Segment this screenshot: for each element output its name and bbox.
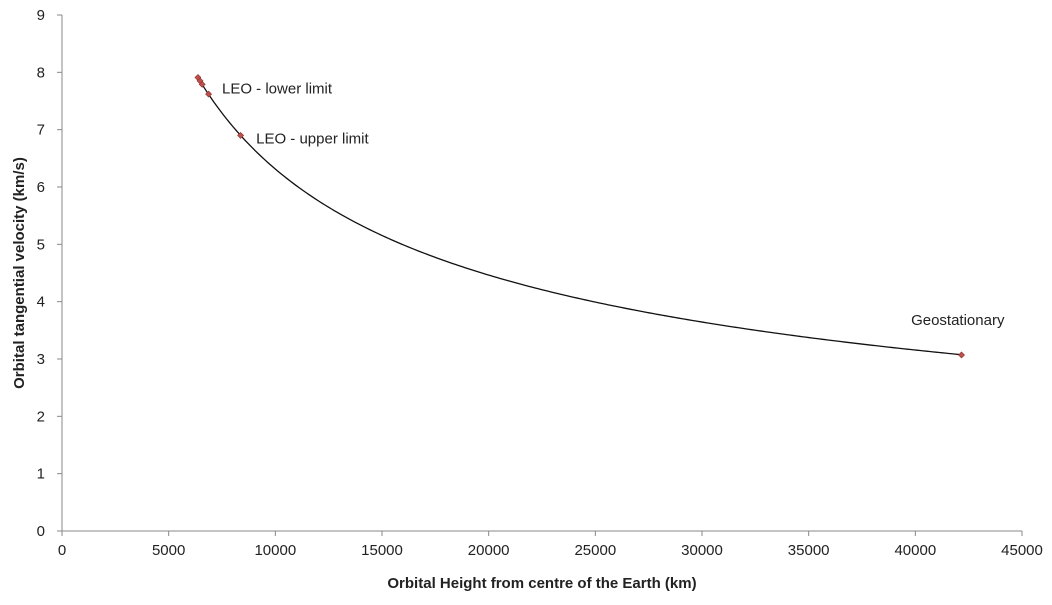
y-tick-label: 7 (37, 122, 45, 139)
x-tick-label: 5000 (152, 542, 185, 559)
y-tick-label: 9 (37, 7, 45, 24)
axes (61, 15, 1022, 532)
x-tick-label: 20000 (468, 542, 510, 559)
data-point (958, 351, 965, 359)
data-point (205, 90, 213, 98)
trend-curve-layer (197, 77, 962, 356)
y-tick-label: 5 (37, 236, 45, 253)
annotations: LEO - lower limit LEO - upper limit Geosta… (222, 80, 1005, 329)
annotation-label: LEO - upper limit (256, 130, 369, 147)
y-tick-label: 0 (37, 523, 45, 540)
x-tick-label: 45000 (1001, 542, 1043, 559)
y-axis-title: Orbital tangential velocity (km/s) (11, 157, 28, 389)
x-tick-label: 0 (58, 542, 66, 559)
data-points (194, 74, 965, 359)
x-tick-label: 35000 (788, 542, 830, 559)
x-tick-label: 25000 (574, 542, 616, 559)
x-tick-label: 40000 (894, 542, 936, 559)
x-tick-label: 30000 (681, 542, 723, 559)
y-tick-label: 4 (37, 294, 45, 311)
y-tick-label: 3 (37, 351, 45, 368)
y-tick-label: 6 (37, 179, 45, 196)
ticks: 0 5000 10000 15000 20000 25000 30000 35000 40000… (37, 7, 1043, 559)
y-tick-label: 2 (37, 408, 45, 425)
x-tick-label: 15000 (361, 542, 403, 559)
trend-curve (197, 77, 962, 356)
annotation-label: Geostationary (911, 312, 1005, 329)
y-tick-label: 1 (37, 466, 45, 483)
data-point (198, 80, 206, 88)
annotation-label: LEO - lower limit (222, 80, 333, 97)
y-tick-label: 8 (37, 64, 45, 81)
data-point (237, 131, 245, 139)
x-tick-label: 10000 (254, 542, 296, 559)
x-axis-title: Orbital Height from centre of the Earth … (387, 575, 696, 592)
